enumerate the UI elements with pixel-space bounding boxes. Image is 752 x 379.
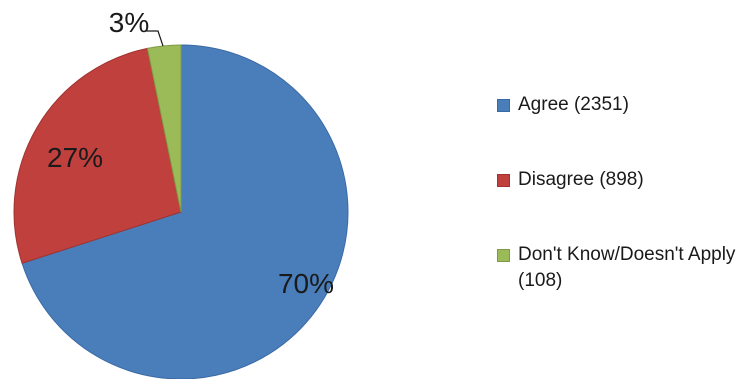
legend-label-agree: Agree (2351): [518, 94, 629, 115]
legend-swatch-dont-know: [497, 249, 510, 262]
pie-labels: 70% 27% 3%: [47, 7, 334, 299]
slice-label-disagree: 27%: [47, 142, 103, 173]
legend-item-agree: Agree (2351): [497, 92, 747, 118]
slice-label-agree: 70%: [278, 268, 334, 299]
legend-item-disagree: Disagree (898): [497, 167, 747, 193]
pie-slices: [13, 44, 349, 379]
legend: Agree (2351) Disagree (898) Don't Know/D…: [497, 92, 747, 294]
legend-label-disagree: Disagree (898): [518, 169, 644, 190]
leader-line-dont-know: [146, 30, 164, 47]
slice-label-dont-know: 3%: [109, 7, 149, 38]
pie-slice-agree: [21, 44, 349, 379]
pie-slice-disagree: [13, 47, 182, 264]
legend-swatch-disagree: [497, 174, 510, 187]
legend-item-dont-know: Don't Know/Doesn't Apply (108): [497, 242, 747, 294]
pie-slice-dont-know: [146, 44, 182, 213]
legend-label-dont-know: Don't Know/Doesn't Apply (108): [518, 244, 736, 291]
legend-swatch-agree: [497, 99, 510, 112]
